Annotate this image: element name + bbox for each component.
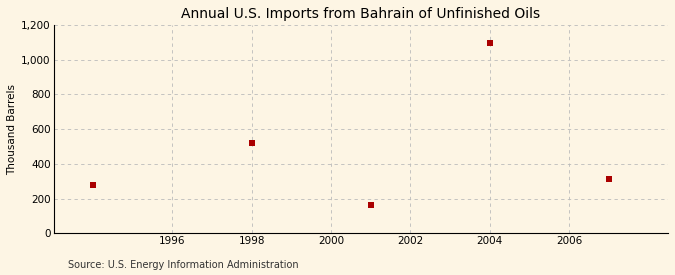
Point	[365, 203, 376, 208]
Y-axis label: Thousand Barrels: Thousand Barrels	[7, 84, 17, 175]
Point	[484, 41, 495, 46]
Point	[246, 141, 257, 145]
Title: Annual U.S. Imports from Bahrain of Unfinished Oils: Annual U.S. Imports from Bahrain of Unfi…	[181, 7, 541, 21]
Point	[88, 183, 99, 187]
Text: Source: U.S. Energy Information Administration: Source: U.S. Energy Information Administ…	[68, 260, 298, 270]
Point	[603, 177, 614, 182]
